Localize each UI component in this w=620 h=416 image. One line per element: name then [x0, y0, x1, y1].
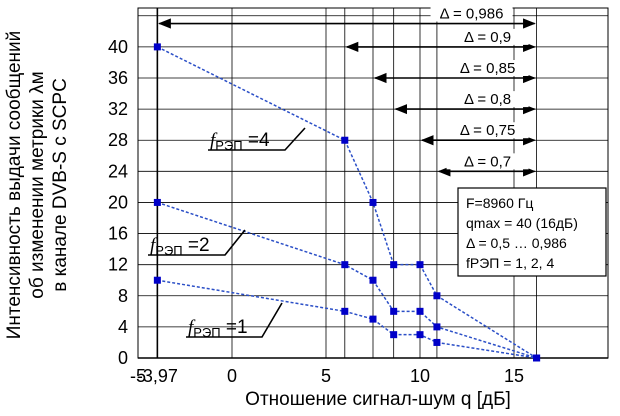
data-point — [390, 307, 398, 315]
data-point — [416, 261, 424, 269]
series-label-value: =1 — [221, 317, 248, 338]
delta-label: Δ = 0,986 — [440, 6, 504, 23]
y-axis-label-line-3: в канале DVB-S с SCPC — [50, 78, 71, 292]
y-tick-label: 20 — [108, 192, 128, 212]
data-point — [341, 136, 349, 144]
y-tick-label: 24 — [108, 161, 128, 181]
x-tick-label: -5 — [130, 366, 146, 386]
series-line-2 — [157, 279, 537, 359]
data-point — [153, 198, 161, 206]
x-tick-label: 10 — [410, 366, 430, 386]
series-label-main: f — [150, 235, 158, 256]
info-box-line: qmax = 40 (16дБ) — [466, 215, 578, 231]
data-point — [341, 261, 349, 269]
delta-label-bg — [446, 28, 529, 45]
info-box-line: F=8960 Гц — [466, 195, 533, 211]
series-label: fРЭП =4 — [210, 130, 270, 153]
y-tick-label: 0 — [118, 348, 128, 368]
y-axis-label-line-1: Интенсивность выдачи сообщений — [4, 31, 25, 340]
series-label: fРЭП =2 — [150, 235, 210, 258]
delta-label-bg — [446, 153, 529, 170]
data-point — [390, 261, 398, 269]
series-label-leader — [148, 229, 246, 256]
delta-label: Δ = 0,8 — [464, 91, 511, 108]
y-tick-label: 8 — [118, 286, 128, 306]
data-point — [416, 307, 424, 315]
series-label-leader — [186, 302, 283, 338]
delta-label-bg — [430, 5, 513, 22]
data-point — [369, 276, 377, 284]
data-point — [369, 315, 377, 323]
delta-label-bg — [446, 122, 529, 139]
y-axis-label-group: Интенсивность выдачи сообщений об измене… — [4, 31, 71, 340]
series-label-leader — [208, 127, 306, 151]
x-tick-label: 5 — [321, 366, 331, 386]
data-point — [433, 292, 441, 300]
series-label-sub: РЭП — [155, 243, 182, 258]
y-tick-label: 12 — [108, 255, 128, 275]
data-point — [369, 198, 377, 206]
y-tick-label: 4 — [118, 317, 128, 337]
data-point — [153, 43, 161, 51]
y-tick-label: 36 — [108, 68, 128, 88]
data-point — [433, 323, 441, 331]
delta-label: Δ = 0,7 — [464, 153, 511, 170]
delta-label: Δ = 0,9 — [464, 29, 511, 46]
x-tick-label: -3,97 — [137, 366, 178, 386]
info-box — [457, 187, 607, 277]
series-label-value: =4 — [243, 130, 270, 151]
series-label: fРЭП =1 — [188, 317, 248, 340]
series-label-sub: РЭП — [193, 325, 220, 340]
data-point — [533, 354, 541, 362]
data-point — [433, 338, 441, 346]
y-axis-label-line-2: об изменении метрики λм — [27, 71, 48, 298]
series-label-value: =2 — [183, 235, 210, 256]
data-point — [390, 331, 398, 339]
delta-label: Δ = 0,75 — [460, 122, 515, 139]
delta-label-bg — [446, 60, 529, 76]
delta-label: Δ = 0,85 — [460, 60, 515, 77]
plot-frame — [137, 7, 609, 359]
series-label-main: f — [210, 130, 218, 151]
series-label-main: f — [188, 317, 196, 338]
y-tick-label: 40 — [108, 37, 128, 57]
info-box-line: fРЭП = 1, 2, 4 — [466, 255, 554, 271]
series-label-sub: РЭП — [215, 138, 242, 153]
delta-label-bg — [446, 91, 529, 108]
y-tick-label: 28 — [108, 130, 128, 150]
info-box-line: Δ = 0,5 … 0,986 — [466, 235, 567, 251]
data-point — [341, 307, 349, 315]
x-tick-label: 15 — [504, 366, 524, 386]
x-axis-label: Отношение сигнал-шум q [дБ] — [245, 389, 511, 410]
data-point — [153, 276, 161, 284]
data-point — [416, 331, 424, 339]
x-tick-label: 0 — [227, 366, 237, 386]
plot-area: 0 4 8 12 16 20 24 28 32 36 40 -5-3,97 0 5 10 15 Δ = 0,98… — [108, 5, 609, 386]
y-tick-label: 32 — [108, 99, 128, 119]
y-tick-label: 16 — [108, 224, 128, 244]
